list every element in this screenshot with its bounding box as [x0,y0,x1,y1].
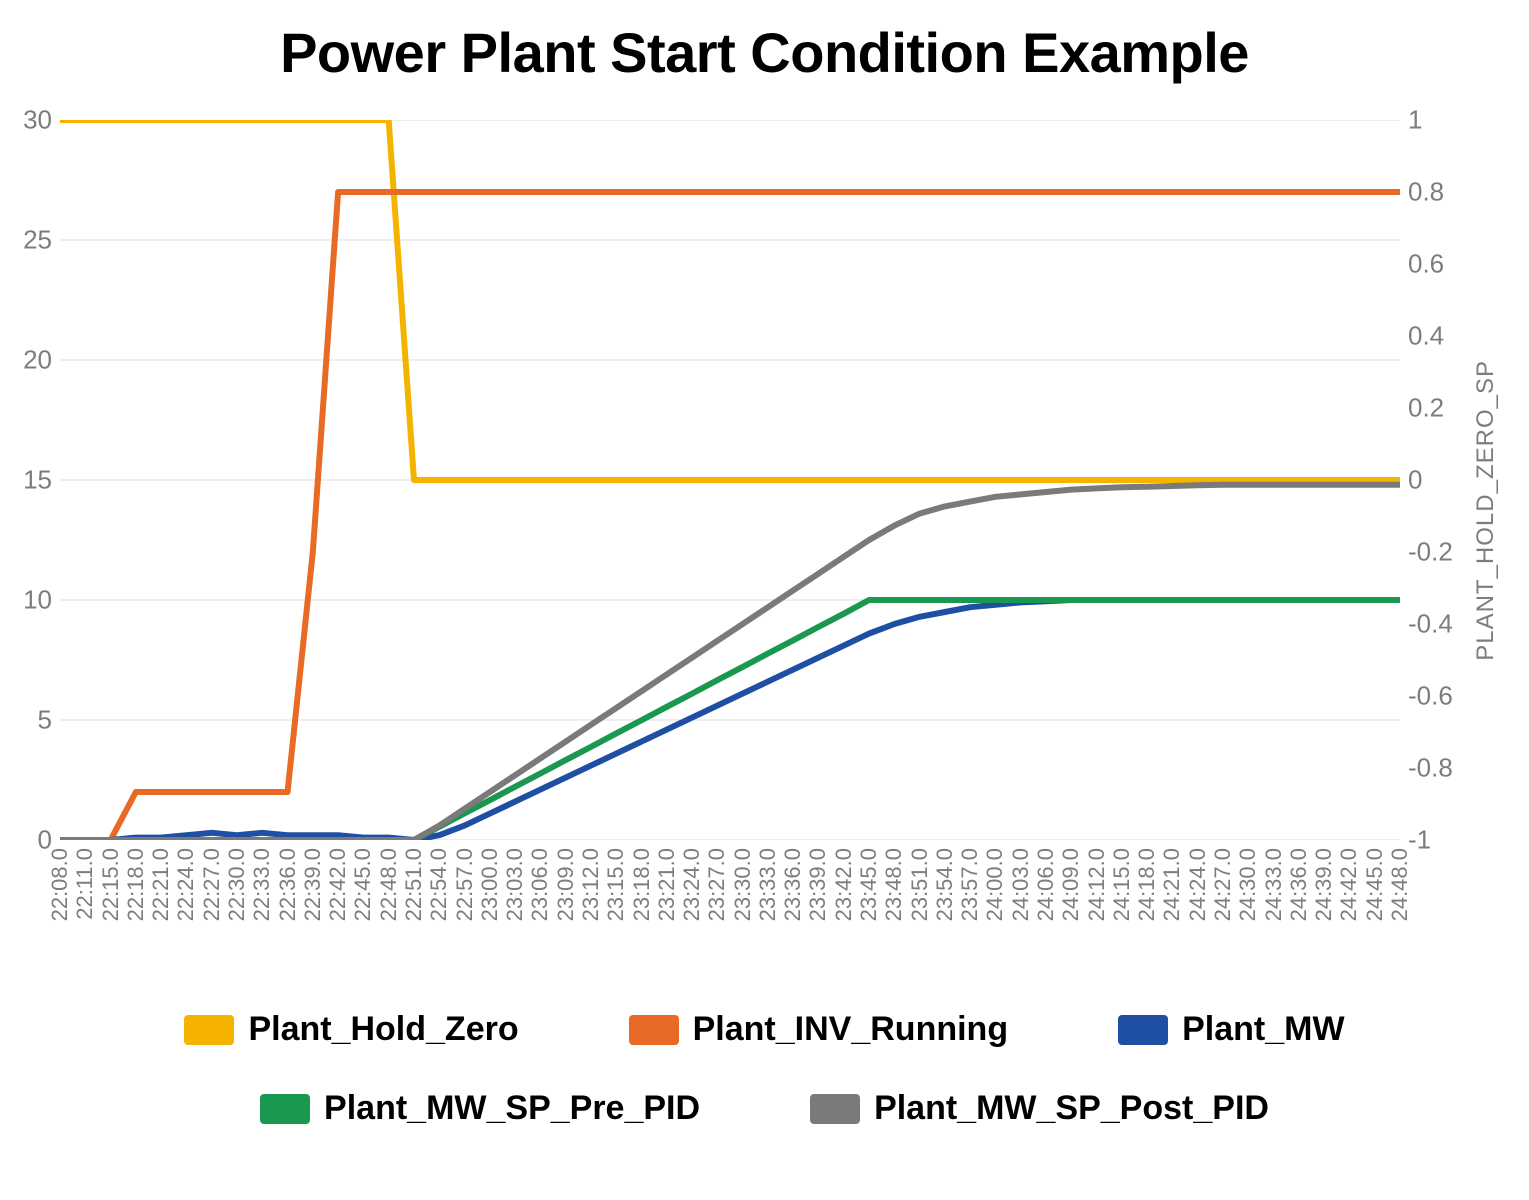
legend-item-Plant_INV_Running: Plant_INV_Running [629,1010,1008,1049]
legend-swatch [1118,1015,1168,1045]
x-tick: 24:12.0 [1084,848,1110,921]
x-tick: 22:21.0 [148,848,174,921]
y-right-tick: 0.6 [1408,249,1444,280]
y-right-tick: 0.2 [1408,393,1444,424]
x-tick: 24:39.0 [1311,848,1337,921]
x-tick: 24:15.0 [1109,848,1135,921]
x-tick: 22:36.0 [275,848,301,921]
x-tick: 23:36.0 [780,848,806,921]
x-tick: 23:30.0 [730,848,756,921]
y-left-tick: 15 [0,465,52,496]
y-left-tick: 25 [0,225,52,256]
legend-swatch [260,1094,310,1124]
x-tick: 22:24.0 [173,848,199,921]
series-Plant_INV_Running [60,192,1400,840]
y-left-tick: 5 [0,705,52,736]
x-tick: 22:39.0 [300,848,326,921]
x-tick: 23:12.0 [578,848,604,921]
legend-item-Plant_Hold_Zero: Plant_Hold_Zero [184,1010,518,1049]
legend-label: Plant_MW_SP_Pre_PID [324,1089,700,1128]
x-tick: 24:03.0 [1008,848,1034,921]
x-tick: 24:00.0 [982,848,1008,921]
legend-item-Plant_MW_SP_Post_PID: Plant_MW_SP_Post_PID [810,1089,1269,1128]
x-tick: 22:18.0 [123,848,149,921]
x-tick: 22:54.0 [426,848,452,921]
x-tick: 22:45.0 [350,848,376,921]
x-tick: 23:09.0 [553,848,579,921]
x-tick: 22:48.0 [376,848,402,921]
y-left-tick: 20 [0,345,52,376]
x-tick: 23:18.0 [629,848,655,921]
x-tick: 22:33.0 [249,848,275,921]
x-tick: 24:18.0 [1134,848,1160,921]
x-tick: 22:27.0 [199,848,225,921]
legend-swatch [629,1015,679,1045]
x-tick: 23:48.0 [881,848,907,921]
x-tick: 23:42.0 [831,848,857,921]
x-tick: 24:33.0 [1261,848,1287,921]
y-left-tick: 0 [0,825,52,856]
x-tick: 22:30.0 [224,848,250,921]
x-tick: 23:24.0 [679,848,705,921]
x-tick: 24:36.0 [1286,848,1312,921]
legend-item-Plant_MW: Plant_MW [1118,1010,1344,1049]
series-Plant_Hold_Zero [60,120,1400,480]
x-tick: 22:11.0 [72,848,98,920]
x-tick: 24:45.0 [1362,848,1388,921]
legend-item-Plant_MW_SP_Pre_PID: Plant_MW_SP_Pre_PID [260,1089,700,1128]
y-right-axis-title: PLANT_HOLD_ZERO_SP [1472,360,1500,661]
legend-label: Plant_MW [1182,1010,1344,1049]
x-tick: 23:54.0 [932,848,958,921]
x-tick: 22:15.0 [98,848,124,921]
x-tick: 23:21.0 [654,848,680,921]
x-tick: 23:03.0 [502,848,528,921]
x-tick: 22:42.0 [325,848,351,921]
x-tick: 22:08.0 [47,848,73,921]
y-right-tick: 0 [1408,465,1422,496]
x-tick: 23:27.0 [704,848,730,921]
x-tick: 22:57.0 [452,848,478,921]
y-right-tick: -0.8 [1408,753,1453,784]
x-tick: 24:27.0 [1210,848,1236,921]
y-left-axis-labels: 051015202530 [0,120,60,840]
y-right-tick: 0.8 [1408,177,1444,208]
x-tick: 23:00.0 [477,848,503,921]
y-left-tick: 10 [0,585,52,616]
x-tick: 23:45.0 [856,848,882,921]
x-tick: 23:06.0 [527,848,553,921]
x-tick: 24:06.0 [1033,848,1059,921]
x-axis-labels: 22:08.022:11.022:15.022:18.022:21.022:24… [60,848,1400,968]
y-right-tick: -0.4 [1408,609,1453,640]
x-tick: 24:48.0 [1387,848,1413,921]
y-right-axis-labels: -1-0.8-0.6-0.4-0.200.20.40.60.81 [1400,120,1480,840]
x-tick: 24:21.0 [1159,848,1185,921]
legend: Plant_Hold_Zero Plant_INV_Running Plant_MW… [0,1010,1529,1168]
chart-container: Power Plant Start Condition Example 0510… [0,0,1529,1200]
x-tick: 24:42.0 [1336,848,1362,921]
legend-label: Plant_Hold_Zero [248,1010,518,1049]
x-tick: 23:51.0 [907,848,933,921]
x-tick: 24:09.0 [1058,848,1084,921]
x-tick: 22:51.0 [401,848,427,921]
y-right-tick: -0.6 [1408,681,1453,712]
series-Plant_MW_SP_Post_PID [60,485,1400,840]
y-right-tick: 1 [1408,105,1422,136]
x-tick: 24:30.0 [1235,848,1261,921]
y-right-tick: -0.2 [1408,537,1453,568]
legend-swatch [184,1015,234,1045]
x-tick: 23:33.0 [755,848,781,921]
x-tick: 23:39.0 [805,848,831,921]
x-tick: 23:15.0 [603,848,629,921]
legend-swatch [810,1094,860,1124]
x-tick: 23:57.0 [957,848,983,921]
y-left-tick: 30 [0,105,52,136]
chart-title: Power Plant Start Condition Example [0,20,1529,85]
legend-label: Plant_INV_Running [693,1010,1008,1049]
legend-label: Plant_MW_SP_Post_PID [874,1089,1269,1128]
y-right-tick: 0.4 [1408,321,1444,352]
x-tick: 24:24.0 [1185,848,1211,921]
plot-area [60,120,1400,840]
